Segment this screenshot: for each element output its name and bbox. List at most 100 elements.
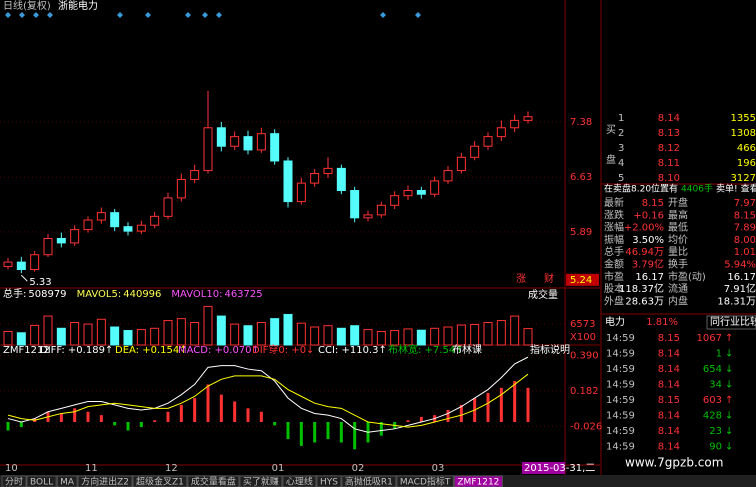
quote-value: 18.31万 [717,296,756,307]
signal-marker [380,12,386,18]
book-price: 8.11 [658,158,680,169]
volume-bar [43,315,53,346]
candle-body [443,170,453,182]
indicator-tab[interactable]: HYS [320,478,338,487]
macd-line [7,373,529,428]
indicator-tab[interactable]: MA [60,478,75,487]
legend-name: 总手: [3,287,26,300]
tick-price: 8.15 [658,395,680,406]
tick-volume: 1 [716,349,722,360]
tab-frame [26,475,57,487]
tab-frame [187,475,240,487]
tick-volume: 1067 [697,333,722,344]
tick-price: 8.14 [658,380,680,391]
candle-body [350,190,360,219]
cursor-date: 2015-03-31,二 [524,463,595,474]
tab-frame [316,475,342,487]
volume-bar [190,322,200,346]
indicator-tab[interactable]: 成交量看盘 [191,476,236,487]
indicator-value: DIF穿0: +0↓ [252,343,314,356]
quote-value: 46.94万 [625,247,664,258]
tab-frame [341,475,397,487]
book-price: 8.14 [658,113,680,124]
indicator-tab[interactable]: ZMF1212 [457,478,499,487]
panel-button[interactable]: 财 [544,272,554,285]
candle-body [56,237,66,244]
indicator-tab[interactable]: BOLL [30,478,53,487]
indicator-tab[interactable]: 方向进出Z2 [81,476,129,487]
book-level: 5 [618,173,624,184]
book-volume: 196 [737,158,756,169]
macd-line [7,356,529,433]
volume-bar [416,329,426,346]
signal-marker [202,12,208,18]
volume-bar [176,318,186,346]
quote-value: 8.15 [642,198,664,209]
unit-label: X100 [570,332,596,343]
candle-body [270,133,280,162]
tab-frame [453,475,503,487]
volume-bar [430,327,440,346]
indicator-select[interactable]: 成交量 [528,288,558,301]
candle-body [256,133,266,151]
book-price: 8.13 [658,128,680,139]
volume-bar [256,322,266,346]
x-tick-label: 02 [352,463,365,474]
tick-direction: ↓ [725,349,733,360]
indicator-help[interactable]: 指标说明 [530,343,570,356]
tick-time: 14:59 [606,364,635,375]
book-level: 1 [618,113,624,124]
tick-volume: 34 [709,380,722,391]
book-price: 8.10 [658,173,680,184]
tab-frame [56,475,78,487]
quote-label: 涨幅 [604,221,624,234]
tick-direction: ↑ [725,333,733,344]
legend-value: 463725 [224,289,262,300]
candle-body [296,182,306,203]
indicator-tab[interactable]: 高抛低吸R1 [345,476,393,487]
quote-value: 118.37亿 [619,282,664,295]
quote-value: 16.17 [635,272,664,283]
tab-frame [239,475,283,487]
quote-value: +2.00% [624,223,664,234]
volume-bar [496,320,506,346]
volume-bar [323,325,333,346]
book-price: 8.12 [658,143,680,154]
candle-body [523,116,533,121]
y-tick-label: 6573 [570,319,595,330]
tab-frame [77,475,133,487]
tab-frame [282,475,317,487]
notice-text: 在卖盘8.20位置有 [604,183,678,195]
panel-button[interactable]: 涨 [516,273,526,285]
quote-label: 金额 [604,258,624,271]
indicator-tab[interactable]: 超级金叉Z1 [136,476,184,487]
candle-body [363,214,373,219]
quote-value: 7.97 [734,198,756,209]
notice-text: 4406手 [681,183,713,195]
indicator-tab[interactable]: MACD指标T [400,476,451,487]
quote-value: 7.89 [734,223,756,234]
notice-text[interactable]: 查看详情 [741,183,756,195]
y-tick-label: -0.026 [570,421,602,432]
industry-button[interactable]: 同行业比较 [710,315,756,328]
indicator-tab[interactable]: 分时 [5,476,23,487]
volume-bar [3,331,13,346]
volume-bar [270,318,280,346]
tick-volume: 603 [703,395,722,406]
indicator-tab[interactable]: 心理线 [286,476,313,487]
tick-time: 14:59 [606,380,635,391]
indicator-value: CCI: +110.3↑ [318,345,387,356]
tick-time: 14:59 [606,411,635,422]
candle-body [176,178,186,199]
y-tick-label: 0.182 [570,386,599,397]
candle-body [496,127,506,138]
candle-body [150,215,160,226]
book-volume: 466 [737,143,756,154]
indicator-tab[interactable]: 买了就赚 [243,476,279,487]
x-tick-label: 12 [165,463,178,474]
volume-bar [283,313,293,346]
quote-value: 3.50% [632,235,664,246]
volume-bar [456,324,466,346]
